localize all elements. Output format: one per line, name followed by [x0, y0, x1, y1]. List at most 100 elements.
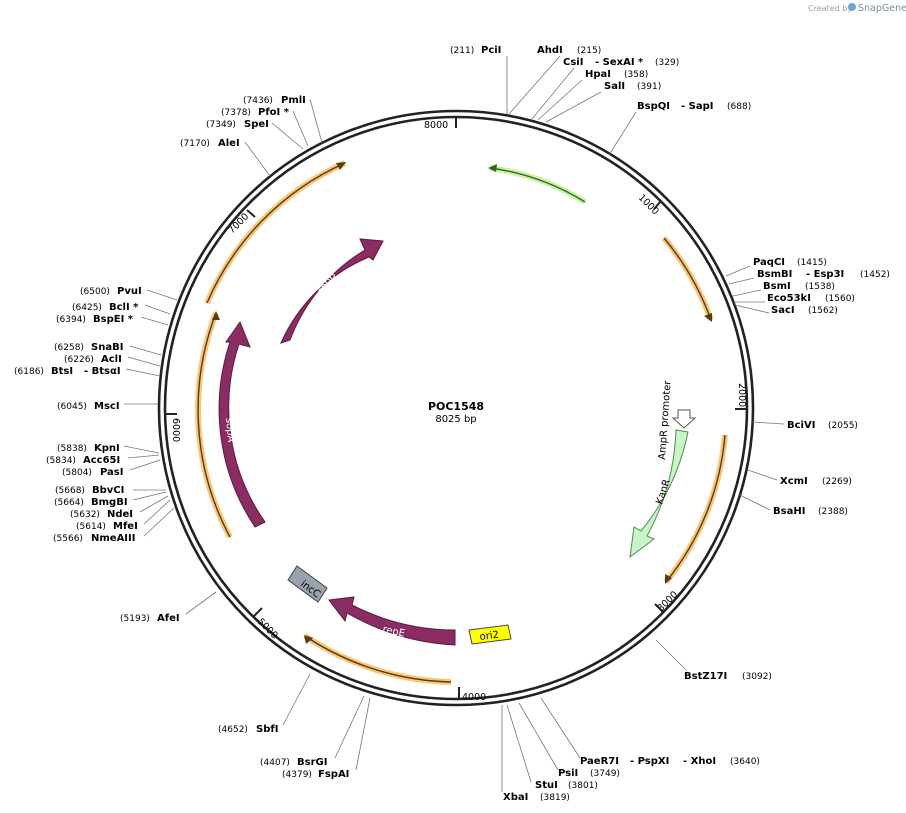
enzyme-pos-NdeI: (5632) [70, 510, 100, 520]
enzyme-name-PspXI: - PspXI [630, 756, 669, 767]
enzyme-name-XcmI: XcmI [780, 476, 808, 487]
orf-arc-5-line [663, 237, 712, 321]
enzyme-pos-XhoI: (3640) [730, 757, 760, 767]
feature-incC[interactable]: incC [287, 565, 328, 603]
enzyme-pos-HpaI: (358) [624, 70, 648, 80]
enzyme-name-FspAI: FspAI [318, 769, 349, 780]
enzyme-pos-BsaHI: (2388) [818, 507, 848, 517]
enzyme-pos-SexAI: (329) [655, 58, 679, 68]
enzyme-pos-BsmI: (1538) [805, 282, 835, 292]
leader-AfeI [185, 591, 217, 615]
orf-arrowhead-4 [665, 574, 672, 584]
enzyme-pos-MfeI: (5614) [76, 522, 106, 532]
enzyme-name-BciVI: BciVI [787, 420, 815, 431]
enzyme-name-BmgBI: BmgBI [91, 497, 128, 508]
leader-PasI [129, 459, 161, 471]
enzyme-pos-BciVI: (2055) [828, 421, 858, 431]
ori2-label: ori2 [479, 630, 500, 643]
leader-KpnI [123, 445, 160, 454]
enzyme-name-PfoI: PfoI * [258, 107, 290, 118]
enzyme-name-BtsαI: - BtsαI [84, 366, 121, 377]
leader-BstZ17I [655, 639, 687, 671]
orf-arc-4-line [665, 434, 726, 583]
leader-SacI [734, 304, 770, 314]
enzyme-pos-XcmI: (2269) [822, 477, 852, 487]
tick-mark-1000 [653, 200, 662, 210]
enzyme-pos-Acc65I: (5834) [46, 456, 76, 466]
snapgene-credit: Created by SnapGene [808, 3, 906, 14]
leader-Btsα [125, 368, 161, 377]
enzyme-pos-NmeAIII: (5566) [53, 534, 83, 544]
AmpR-promoter-label: AmpR promoter [657, 379, 674, 460]
leader-BspEI [140, 316, 169, 326]
enzyme-name-PasI: PasI [100, 467, 123, 478]
backbone-outer-strand [157, 109, 755, 707]
enzyme-pos-SalI: (391) [637, 82, 661, 92]
enzyme-pos-SapI: (688) [727, 102, 751, 112]
leader-BciVI [751, 421, 785, 425]
enzyme-name-SacI: SacI [771, 305, 795, 316]
leader-Esp3I [728, 277, 755, 285]
enzyme-name-XhoI: - XhoI [683, 756, 716, 767]
feature-sopA[interactable]: sopA [218, 320, 266, 528]
enzyme-name-AclI: AclI [101, 354, 122, 365]
leader-BsaHI [739, 494, 771, 511]
enzyme-pos-XbaI: (3819) [540, 793, 570, 803]
orf-arc-1-line [206, 162, 346, 304]
tick-mark-3000 [654, 603, 664, 613]
enzyme-name-KpnI: KpnI [94, 443, 120, 454]
enzyme-name-MscI: MscI [94, 401, 120, 412]
leader-SexAI [531, 67, 575, 120]
leader-NdeI [139, 495, 169, 513]
feature-sopB[interactable]: sopB [280, 238, 384, 344]
ori2-box [468, 624, 512, 645]
leader-StuI [506, 704, 532, 783]
leader-Acc65I [127, 454, 160, 459]
enzyme-name-CsiI: CsiI [563, 57, 583, 68]
enzyme-pos-PasI: (5804) [62, 468, 92, 478]
enzyme-name-SalI: SalI [604, 81, 625, 92]
leader-AclI [127, 356, 161, 367]
leader-BmgBI [132, 491, 167, 501]
enzyme-name-BsaHI: BsaHI [773, 506, 805, 517]
enzyme-pos-PmlI: (7436) [243, 96, 273, 106]
leader-PmlI [309, 98, 323, 144]
enzyme-name-XbaI: XbaI [503, 792, 528, 803]
feature-repE[interactable]: repE [328, 596, 456, 646]
orf-arrowhead-1 [336, 162, 346, 170]
enzyme-name-PvuI: PvuI [117, 286, 142, 297]
leader-BclI [144, 304, 171, 315]
enzyme-name-BspQI: BspQI [637, 101, 670, 112]
enzyme-name-SapI: - SapI [681, 101, 713, 112]
orf-arc-green [489, 165, 587, 205]
orf-arrowhead-2 [212, 311, 220, 320]
enzyme-name-PaqCI: PaqCI [753, 257, 785, 268]
enzyme-name-NmeAIII: NmeAIII [91, 533, 135, 544]
orf-arrowhead-green [488, 164, 497, 172]
enzyme-name-SpeI: SpeI [244, 119, 269, 130]
credit-brand: SnapGene [858, 3, 906, 14]
tick-mark-7000 [246, 209, 256, 218]
orf-arrowheads [212, 162, 712, 644]
leader-BsmI [732, 289, 762, 297]
feature-ori2[interactable]: ori2 [468, 624, 512, 645]
sopA-label: sopA [223, 417, 236, 443]
orf-arrowhead-5 [704, 313, 712, 322]
leader-MfeI [143, 499, 171, 525]
sopB-arrow [280, 238, 384, 344]
enzyme-name-SbfI: SbfI [256, 724, 278, 735]
repE-label: repE [381, 624, 406, 639]
enzyme-name-BstZ17I: BstZ17I [684, 671, 727, 682]
enzyme-pos-Eco53kI: (1560) [825, 294, 855, 304]
KanR-label: KanR [654, 478, 672, 506]
enzyme-pos-AclI: (6226) [64, 355, 94, 365]
enzyme-pos-SacI: (1562) [808, 306, 838, 316]
enzyme-name-BtsI: BtsI [51, 366, 73, 377]
enzyme-name-PciI: PciI [481, 45, 501, 56]
incC-box [287, 565, 328, 603]
sopA-arrow [218, 320, 266, 528]
enzyme-name-AfeI: AfeI [157, 613, 180, 624]
enzyme-name-Eco53kI: Eco53kI [767, 293, 811, 304]
leader-PvuI [146, 289, 178, 301]
